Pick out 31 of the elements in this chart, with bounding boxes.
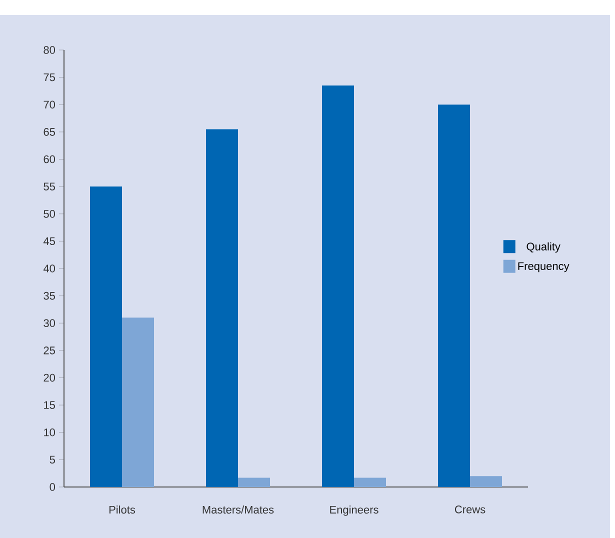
bar [238,478,270,487]
y-tick-label: 30 [44,319,56,328]
y-tick-label: 45 [43,237,55,246]
y-tick-label: 0 [50,483,56,491]
y-tick-label: 25 [44,346,55,354]
y-tick-label: 35 [44,292,55,300]
legend-label: Frequency [518,262,570,272]
y-tick-label: 15 [44,401,55,409]
y-tick-label: 65 [44,128,55,136]
x-tick-label: Pilots [109,506,136,514]
bar [122,318,154,487]
legend-label: Quality [526,242,560,253]
y-tick-label: 40 [43,264,56,272]
y-tick-label: 70 [44,100,56,109]
x-tick-label: Masters/Mates [202,506,274,514]
bar [322,86,354,487]
y-tick-label: 10 [44,428,56,436]
x-tick-label: Crews [454,506,486,514]
y-tick-label: 50 [44,210,56,218]
y-tick-label: 55 [44,182,55,190]
bar [470,476,502,487]
bar [206,129,238,487]
y-tick-label: 20 [44,374,56,382]
bar [90,186,122,487]
y-tick-label: 80 [44,46,56,54]
bar [438,104,470,487]
y-tick-label: 75 [44,73,55,82]
bar [354,478,386,487]
y-tick-label: 5 [50,456,55,464]
y-tick-label: 60 [44,155,56,164]
x-tick-label: Engineers [330,506,378,516]
